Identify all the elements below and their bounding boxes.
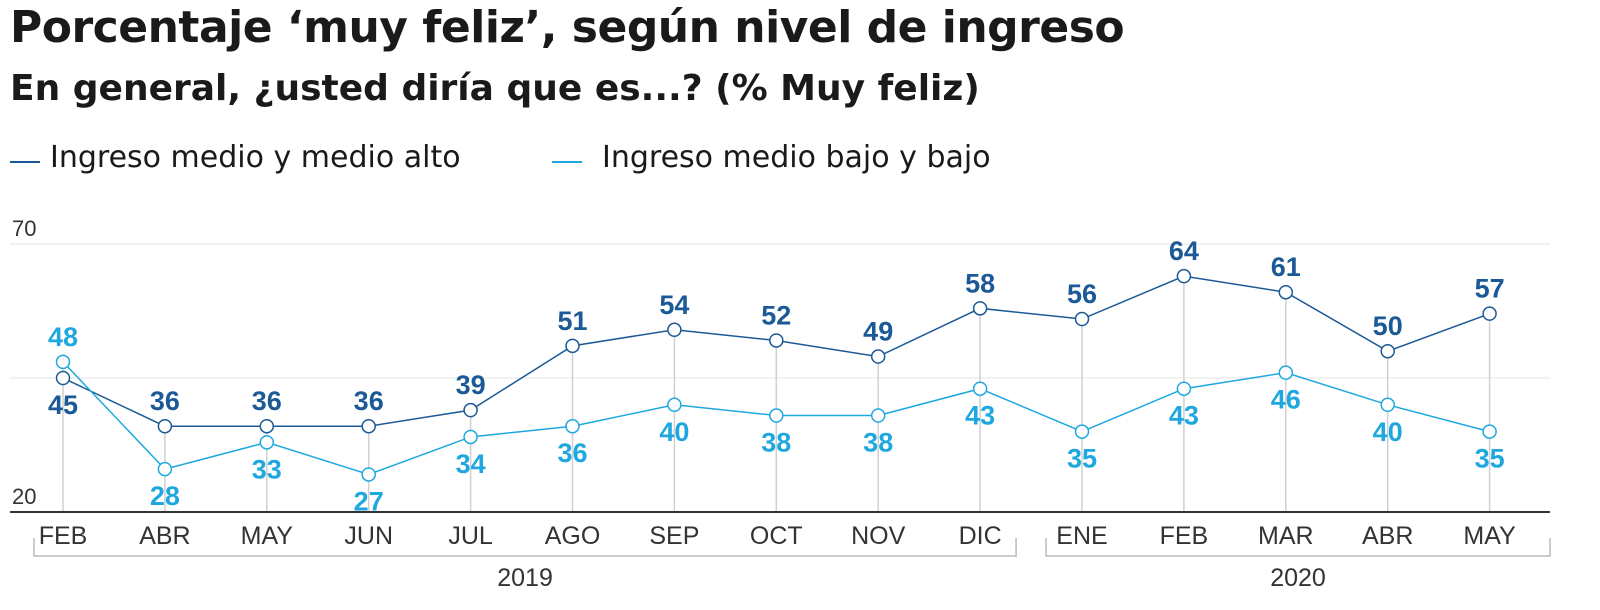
data-point-low	[972, 381, 988, 396]
x-tick-label: JUN	[344, 522, 393, 550]
data-label-high: 51	[557, 306, 587, 336]
data-label-high: 36	[150, 386, 180, 416]
data-label-low: 40	[659, 417, 689, 447]
x-tick-label: NOV	[851, 522, 906, 550]
data-point-low	[1074, 424, 1090, 439]
data-point-low	[361, 467, 376, 482]
data-point-high	[870, 349, 886, 364]
x-tick-label: AGO	[545, 522, 601, 550]
x-tick-label: DIC	[959, 522, 1002, 550]
data-point-high	[1278, 284, 1294, 300]
data-point-low	[769, 408, 784, 423]
x-tick-label: MAY	[1463, 522, 1516, 550]
data-point-high	[972, 301, 988, 316]
data-label-high: 50	[1373, 311, 1403, 341]
data-label-high: 58	[965, 268, 995, 298]
data-label-low: 38	[863, 428, 893, 458]
legend-swatch-low	[552, 161, 582, 163]
data-point-low	[565, 418, 580, 434]
data-label-low: 46	[1271, 385, 1301, 415]
data-label-low: 36	[557, 438, 587, 468]
data-label-high: 52	[761, 300, 791, 330]
data-point-low	[157, 461, 173, 477]
chart-title: Porcentaje ‘muy feliz’, según nivel de i…	[10, 2, 1125, 53]
y-tick-label-top: 70	[12, 216, 36, 241]
x-tick-label: SEP	[649, 522, 699, 550]
data-label-high: 61	[1271, 252, 1301, 282]
data-point-high	[361, 418, 376, 434]
data-point-high	[769, 333, 784, 348]
year-bracket	[1045, 538, 1551, 557]
data-point-high	[463, 402, 478, 418]
data-label-high: 64	[1169, 236, 1199, 266]
data-label-low: 38	[761, 428, 791, 458]
x-tick-label: ABR	[1362, 522, 1413, 550]
x-tick-label: ABR	[139, 522, 190, 550]
data-label-high: 54	[659, 290, 689, 320]
data-label-low: 27	[354, 486, 384, 516]
chart-subtitle: En general, ¿usted diría que es...? (% M…	[10, 68, 980, 109]
data-point-low	[1278, 365, 1294, 380]
data-label-low: 48	[48, 322, 78, 352]
x-tick-label: JUL	[448, 522, 493, 550]
data-label-low: 43	[965, 401, 995, 431]
data-point-high	[1074, 311, 1090, 327]
x-tick-label: FEB	[39, 522, 88, 550]
year-label: 2020	[1270, 564, 1326, 592]
y-tick-label-bottom: 20	[12, 484, 36, 509]
data-point-high	[1380, 343, 1395, 359]
data-point-high	[565, 338, 580, 354]
x-tick-label: MAR	[1258, 522, 1314, 550]
data-point-low	[55, 354, 71, 370]
data-point-high	[157, 418, 173, 434]
data-point-low	[259, 435, 275, 450]
data-point-low	[1380, 397, 1395, 413]
x-tick-label: OCT	[750, 522, 803, 550]
year-bracket	[33, 538, 1017, 557]
data-label-high: 56	[1067, 279, 1097, 309]
data-point-high	[1176, 268, 1192, 284]
data-label-low: 35	[1475, 444, 1505, 474]
data-point-low	[1176, 381, 1192, 396]
data-point-high	[1482, 306, 1497, 321]
data-point-low	[463, 429, 478, 445]
data-point-high	[667, 322, 682, 338]
data-label-low: 33	[252, 454, 282, 484]
data-label-low: 40	[1373, 417, 1403, 447]
legend-label-low: Ingreso medio bajo y bajo	[602, 140, 991, 175]
data-label-low: 34	[456, 449, 486, 479]
x-tick-label: FEB	[1160, 522, 1209, 550]
data-point-high	[55, 370, 71, 386]
data-label-high: 36	[252, 386, 282, 416]
data-point-low	[667, 397, 682, 413]
data-label-high: 39	[456, 370, 486, 400]
x-tick-label: ENE	[1056, 522, 1107, 550]
data-label-high: 36	[354, 386, 384, 416]
x-tick-label: MAY	[241, 522, 294, 550]
data-label-high: 45	[48, 390, 78, 420]
data-label-high: 57	[1475, 274, 1505, 304]
data-point-low	[1482, 424, 1497, 439]
year-label: 2019	[497, 564, 553, 592]
data-label-high: 49	[863, 317, 893, 347]
legend-label-high: Ingreso medio y medio alto	[50, 140, 461, 175]
legend-swatch-high	[10, 161, 40, 163]
data-label-low: 43	[1169, 401, 1199, 431]
data-point-low	[870, 408, 886, 423]
data-point-high	[259, 418, 275, 434]
data-label-low: 35	[1067, 444, 1097, 474]
data-label-low: 28	[150, 481, 180, 511]
